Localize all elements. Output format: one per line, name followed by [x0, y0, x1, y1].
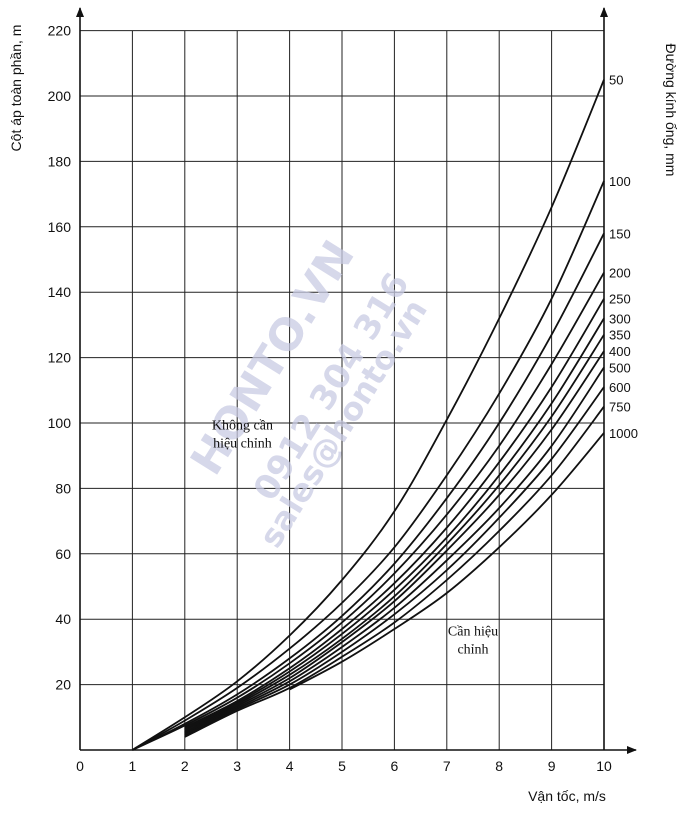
series-label-1000: 1000 [609, 426, 638, 441]
series-line-400 [184, 350, 605, 733]
series-label-500: 500 [609, 360, 631, 375]
x-tick-label: 8 [495, 758, 503, 774]
series-label-750: 750 [609, 400, 631, 415]
series-line-100 [131, 180, 605, 751]
series-label-600: 600 [609, 380, 631, 395]
series-line-1000 [289, 432, 605, 691]
x-tick-label: 3 [233, 758, 241, 774]
y-tick-label: 20 [55, 677, 71, 693]
x-tick-labels: 0 1 2 3 4 5 6 7 8 9 10 [76, 758, 612, 774]
watermark: HONTO.VN 0912 304 316 sales@honto.vn [181, 232, 435, 554]
annotation-text: hiệu chỉnh [213, 437, 272, 452]
y-tick-label: 140 [48, 284, 72, 300]
x-tick-label: 2 [181, 758, 189, 774]
y-axis-title: Cột áp toàn phần, m [8, 25, 24, 152]
y-tick-label: 120 [48, 350, 72, 366]
axes [76, 7, 637, 754]
series-label-50: 50 [609, 73, 623, 88]
series-line-50 [131, 79, 605, 751]
series-line-600 [184, 386, 605, 737]
x-tick-label: 0 [76, 758, 84, 774]
y-tick-label: 220 [48, 23, 72, 39]
y-tick-label: 80 [55, 480, 71, 496]
grid [80, 30, 604, 750]
series-line-750 [184, 406, 605, 738]
annotation-text: Không cần [212, 419, 273, 434]
series-label-200: 200 [609, 266, 631, 281]
y-tick-label: 100 [48, 415, 72, 431]
y-tick-labels: 20 40 60 80 100 120 140 160 180 200 220 [48, 23, 72, 693]
y-tick-label: 200 [48, 88, 72, 104]
annotation-text: Cần hiệu [448, 625, 498, 640]
x-tick-label: 6 [391, 758, 399, 774]
annotations: Không cần hiệu chỉnh Cần hiệu chỉnh [212, 419, 498, 658]
series-label-300: 300 [609, 311, 631, 326]
y2-axis-title: Đường kính ống, mm [663, 44, 679, 177]
y-tick-label: 160 [48, 219, 72, 235]
x-tick-label: 5 [338, 758, 346, 774]
series-line-300 [184, 317, 605, 730]
series-label-250: 250 [609, 292, 631, 307]
y-tick-label: 180 [48, 153, 72, 169]
series-label-400: 400 [609, 344, 631, 359]
y-tick-label: 60 [55, 546, 71, 562]
series-label-100: 100 [609, 174, 631, 189]
annotation-text: chỉnh [457, 643, 488, 658]
x-tick-label: 9 [548, 758, 556, 774]
series-line-350 [184, 334, 605, 732]
x-tick-label: 4 [286, 758, 294, 774]
series-line-150 [131, 232, 605, 751]
series-line-500 [184, 366, 605, 735]
series-label-150: 150 [609, 226, 631, 241]
x-axis-title: Vận tốc, m/s [528, 788, 606, 804]
x-tick-label: 10 [596, 758, 612, 774]
curves [131, 79, 605, 751]
series-line-250 [184, 298, 605, 728]
x-tick-label: 7 [443, 758, 451, 774]
x-tick-label: 1 [129, 758, 137, 774]
series-line-200 [132, 272, 605, 751]
y-tick-label: 40 [55, 611, 71, 627]
series-label-350: 350 [609, 328, 631, 343]
